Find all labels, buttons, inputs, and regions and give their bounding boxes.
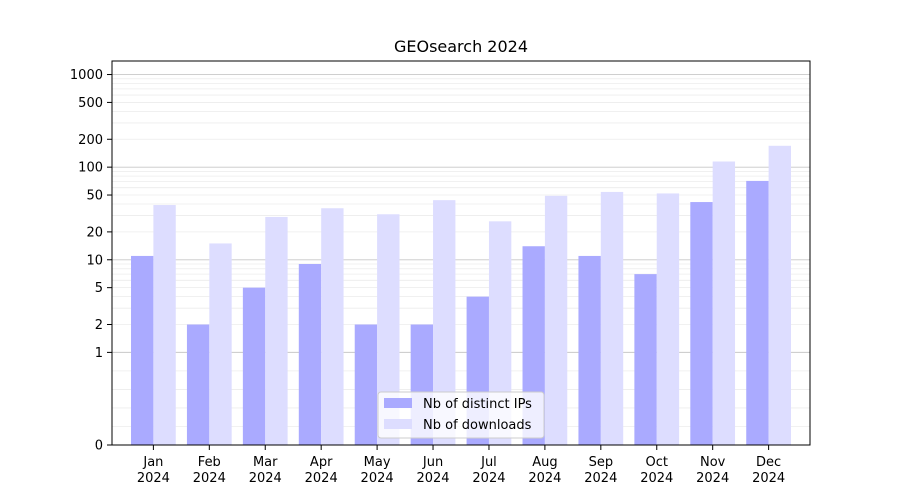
x-tick-label-month: May bbox=[364, 455, 391, 470]
bar-downloads bbox=[488, 221, 512, 445]
x-tick-label-month: Apr bbox=[310, 455, 333, 470]
x-tick-label-month: Jan bbox=[142, 455, 163, 470]
y-tick-label: 1 bbox=[95, 346, 103, 361]
x-tick-label-month: Jun bbox=[422, 455, 443, 470]
y-tick-label: 5 bbox=[95, 281, 103, 296]
bar-distinct-ips bbox=[242, 287, 266, 445]
bar-downloads bbox=[377, 214, 400, 445]
chart-title: GEOsearch 2024 bbox=[394, 37, 528, 56]
x-tick-label-year: 2024 bbox=[528, 471, 561, 486]
x-tick-label-year: 2024 bbox=[361, 471, 394, 486]
x-tick-label-year: 2024 bbox=[193, 471, 226, 486]
bar-downloads bbox=[768, 145, 791, 446]
bar-distinct-ips bbox=[746, 180, 769, 446]
x-tick-label-year: 2024 bbox=[696, 471, 729, 486]
x-axis: Jan2024Feb2024Mar2024Apr2024May2024Jun20… bbox=[137, 445, 785, 486]
legend-box bbox=[377, 391, 545, 439]
plot-frame bbox=[111, 60, 811, 446]
bar-downloads bbox=[153, 205, 176, 445]
bar-downloads bbox=[321, 208, 344, 445]
bar-distinct-ips bbox=[186, 324, 210, 445]
y-tick-label: 0 bbox=[95, 439, 103, 454]
y-tick-label: 100 bbox=[78, 161, 103, 176]
x-tick-label-month: Dec bbox=[756, 455, 781, 470]
y-tick-label: 10 bbox=[86, 253, 103, 268]
legend-label: Nb of distinct IPs bbox=[423, 397, 532, 412]
y-axis: 0 1 2 5 10 20 50 100 200 500 1000 bbox=[70, 68, 112, 454]
bar-downloads bbox=[209, 243, 232, 445]
y-tick-label: 20 bbox=[86, 225, 103, 240]
x-tick-label-year: 2024 bbox=[305, 471, 338, 486]
bar-distinct-ips bbox=[578, 255, 601, 445]
x-tick-label-month: Aug bbox=[532, 455, 557, 470]
legend-label: Nb of downloads bbox=[423, 418, 532, 433]
x-tick-label-month: Nov bbox=[700, 455, 726, 470]
bar-downloads bbox=[712, 161, 736, 445]
x-tick-label-year: 2024 bbox=[249, 471, 282, 486]
x-tick-label-month: Oct bbox=[646, 455, 668, 470]
bar-distinct-ips bbox=[634, 274, 657, 445]
x-tick-label-year: 2024 bbox=[640, 471, 673, 486]
y-tick-label: 2 bbox=[95, 318, 103, 333]
bar-distinct-ips bbox=[690, 202, 713, 445]
legend-swatch bbox=[384, 398, 412, 408]
bar-downloads bbox=[433, 200, 456, 445]
y-tick-label: 1000 bbox=[70, 68, 103, 83]
x-tick-label-month: Feb bbox=[198, 455, 221, 470]
y-tick-label: 50 bbox=[86, 189, 103, 204]
y-tick-label: 200 bbox=[78, 133, 103, 148]
bar-downloads bbox=[265, 216, 288, 445]
x-tick-label-year: 2024 bbox=[752, 471, 785, 486]
x-tick-label-year: 2024 bbox=[137, 471, 170, 486]
y-tick-label: 500 bbox=[78, 96, 103, 111]
bar-distinct-ips bbox=[131, 255, 154, 445]
bar-downloads bbox=[656, 193, 680, 445]
x-tick-label-year: 2024 bbox=[584, 471, 617, 486]
x-tick-label-month: Sep bbox=[589, 455, 614, 470]
bar-distinct-ips bbox=[354, 324, 378, 445]
bar-distinct-ips bbox=[298, 264, 322, 445]
bar-layer bbox=[131, 145, 791, 446]
x-tick-label-year: 2024 bbox=[472, 471, 505, 486]
bar-downloads bbox=[600, 191, 624, 445]
x-tick-label-year: 2024 bbox=[416, 471, 449, 486]
x-tick-label-month: Mar bbox=[253, 455, 278, 470]
legend-swatch bbox=[384, 419, 412, 429]
bar-downloads bbox=[544, 195, 568, 445]
x-tick-label-month: Jul bbox=[480, 455, 497, 470]
legend: Nb of distinct IPs Nb of downloads bbox=[377, 391, 545, 439]
